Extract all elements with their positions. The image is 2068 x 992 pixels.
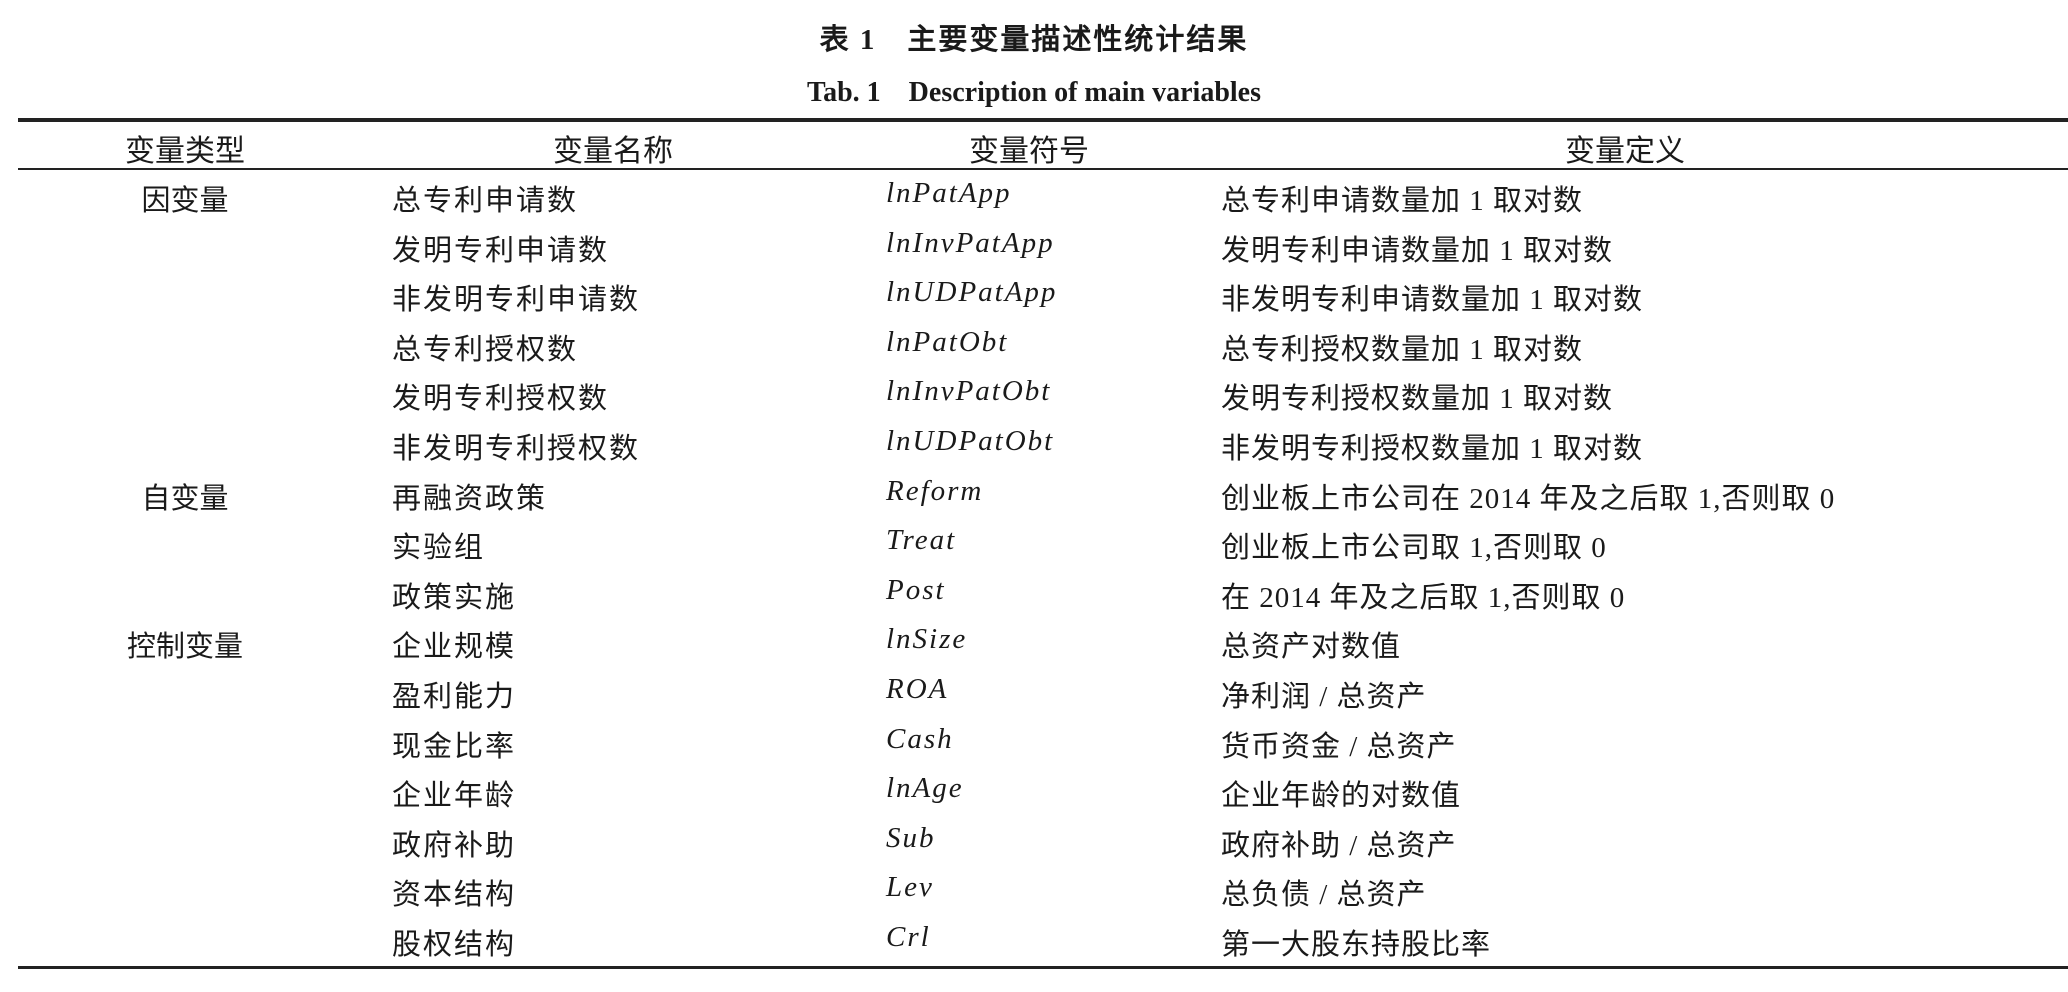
variable-symbol-cell: ROA <box>886 673 949 705</box>
header-variable-type: 变量类型 <box>125 135 245 168</box>
table-row: 非发明专利申请数 lnUDPatApp 非发明专利申请数量加 1 取对数 <box>0 276 2068 326</box>
variable-definition-cell: 货币资金 / 总资产 <box>1221 730 1457 763</box>
variable-symbol-cell: Reform <box>886 474 984 507</box>
header-rule <box>18 168 2068 170</box>
variable-definition-cell: 在 2014 年及之后取 1,否则取 0 <box>1221 581 1626 614</box>
variable-symbol-cell: Post <box>886 573 946 606</box>
variable-definition-cell: 第一大股东持股比率 <box>1221 929 1492 961</box>
table-row: 总专利授权数 lnPatObt 总专利授权数量加 1 取对数 <box>0 326 2068 376</box>
table-row: 企业年龄 lnAge 企业年龄的对数值 <box>0 772 2068 822</box>
variable-symbol-cell: lnSize <box>886 623 968 656</box>
variable-symbol-cell: lnInvPatApp <box>886 226 1055 259</box>
variable-definition-cell: 发明专利申请数量加 1 取对数 <box>1221 234 1614 267</box>
table-row: 实验组 Treat 创业板上市公司取 1,否则取 0 <box>0 524 2068 574</box>
variable-symbol-cell: Lev <box>886 871 934 904</box>
variable-symbol-cell: lnAge <box>886 772 964 805</box>
variable-name-cell: 资本结构 <box>392 879 517 912</box>
variable-name-cell: 总专利授权数 <box>392 333 579 366</box>
variable-symbol-cell: Treat <box>886 524 957 557</box>
table-row: 政策实施 Post 在 2014 年及之后取 1,否则取 0 <box>0 574 2068 624</box>
top-rule <box>18 118 2068 122</box>
variable-definition-cell: 净利润 / 总资产 <box>1221 681 1427 713</box>
variable-name-cell: 发明专利申请数 <box>392 234 610 267</box>
variable-symbol-cell: lnInvPatObt <box>886 375 1052 408</box>
variable-definition-cell: 发明专利授权数量加 1 取对数 <box>1221 383 1614 416</box>
header-variable-symbol: 变量符号 <box>969 135 1089 168</box>
variable-name-cell: 企业年龄 <box>392 780 517 813</box>
variable-name-cell: 再融资政策 <box>392 482 548 515</box>
variable-name-cell: 盈利能力 <box>392 681 517 713</box>
variable-name-cell: 实验组 <box>392 532 486 565</box>
table-row: 非发明专利授权数 lnUDPatObt 非发明专利授权数量加 1 取对数 <box>0 425 2068 475</box>
variable-definition-cell: 企业年龄的对数值 <box>1221 780 1462 813</box>
variable-type-cell: 自变量 <box>141 482 229 515</box>
variable-symbol-cell: lnPatApp <box>886 177 1012 209</box>
variable-name-cell: 政府补助 <box>392 829 517 862</box>
table-row: 资本结构 Lev 总负债 / 总资产 <box>0 871 2068 921</box>
table-row: 自变量 再融资政策 Reform 创业板上市公司在 2014 年及之后取 1,否则取 … <box>0 475 2068 525</box>
header-variable-definition: 变量定义 <box>1565 135 1685 168</box>
header-variable-name: 变量名称 <box>553 135 673 168</box>
variable-name-cell: 政策实施 <box>392 581 517 614</box>
variable-definition-cell: 政府补助 / 总资产 <box>1221 829 1457 862</box>
variable-definition-cell: 非发明专利授权数量加 1 取对数 <box>1221 433 1644 465</box>
table-row: 股权结构 Crl 第一大股东持股比率 <box>0 921 2068 971</box>
variable-name-cell: 现金比率 <box>392 730 517 763</box>
variable-definition-cell: 创业板上市公司取 1,否则取 0 <box>1221 532 1607 565</box>
variable-name-cell: 企业规模 <box>392 631 517 664</box>
variable-name-cell: 发明专利授权数 <box>392 383 610 416</box>
variable-symbol-cell: lnPatObt <box>886 325 1009 358</box>
variable-symbol-cell: Crl <box>886 921 931 953</box>
table-row: 政府补助 Sub 政府补助 / 总资产 <box>0 822 2068 872</box>
table-row: 发明专利申请数 lnInvPatApp 发明专利申请数量加 1 取对数 <box>0 227 2068 277</box>
variable-type-cell: 因变量 <box>141 185 229 217</box>
table-row: 发明专利授权数 lnInvPatObt 发明专利授权数量加 1 取对数 <box>0 375 2068 425</box>
variable-definition-cell: 创业板上市公司在 2014 年及之后取 1,否则取 0 <box>1221 482 1836 515</box>
variable-symbol-cell: lnUDPatApp <box>886 276 1058 309</box>
table-title-chinese: 表 1 主要变量描述性统计结果 <box>819 24 1249 56</box>
bottom-rule <box>18 966 2068 969</box>
table-title-english: Tab. 1 Description of main variables <box>807 77 1261 108</box>
variable-definition-cell: 非发明专利申请数量加 1 取对数 <box>1221 284 1644 317</box>
variable-type-cell: 控制变量 <box>126 631 244 664</box>
variable-definition-cell: 总资产对数值 <box>1221 631 1402 664</box>
table-row: 盈利能力 ROA 净利润 / 总资产 <box>0 673 2068 723</box>
variable-name-cell: 非发明专利申请数 <box>392 284 641 317</box>
variable-name-cell: 股权结构 <box>392 929 517 961</box>
variable-symbol-cell: Sub <box>886 821 936 854</box>
variable-definition-cell: 总负债 / 总资产 <box>1221 879 1427 912</box>
variable-name-cell: 总专利申请数 <box>392 185 579 217</box>
variable-definition-cell: 总专利授权数量加 1 取对数 <box>1221 333 1584 366</box>
table-row: 现金比率 Cash 货币资金 / 总资产 <box>0 723 2068 773</box>
variable-symbol-cell: lnUDPatObt <box>886 425 1055 457</box>
table-row: 因变量 总专利申请数 lnPatApp 总专利申请数量加 1 取对数 <box>0 177 2068 227</box>
variable-symbol-cell: Cash <box>886 722 954 755</box>
table-row: 控制变量 企业规模 lnSize 总资产对数值 <box>0 623 2068 673</box>
variable-definition-cell: 总专利申请数量加 1 取对数 <box>1221 185 1584 217</box>
variable-name-cell: 非发明专利授权数 <box>392 433 641 465</box>
